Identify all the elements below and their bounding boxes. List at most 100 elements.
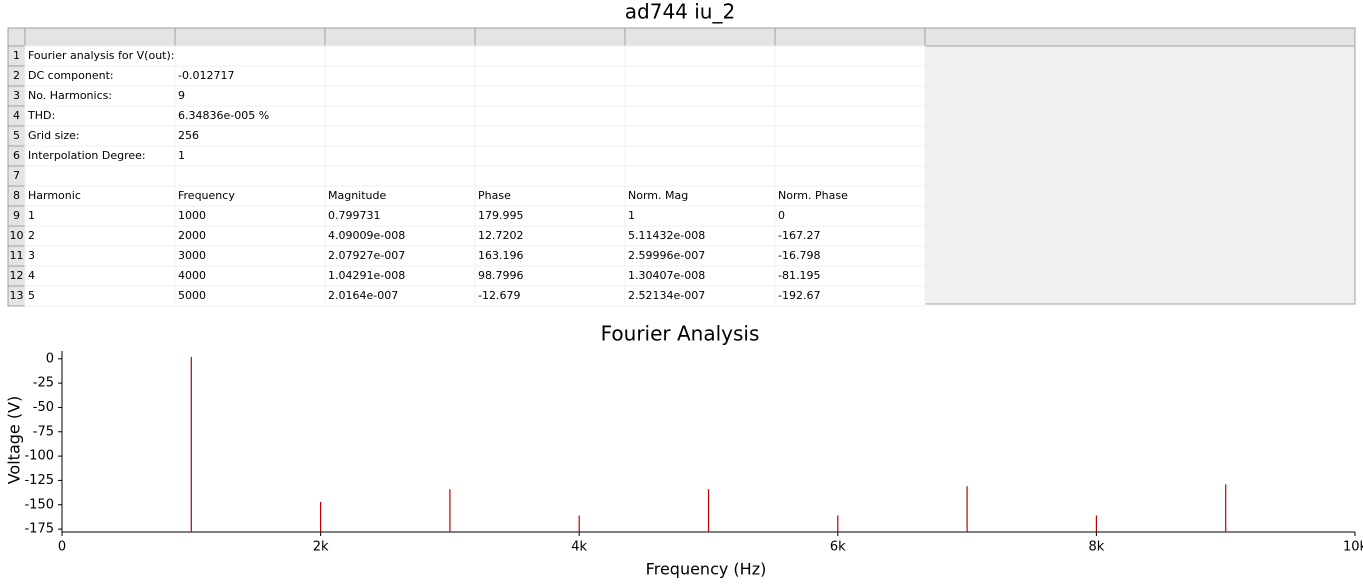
- x-tick-label: 0: [58, 540, 66, 555]
- x-axis-label: Frequency (Hz): [646, 560, 767, 579]
- cell: [774, 125, 926, 147]
- cell: [324, 125, 476, 147]
- cell: [324, 105, 476, 127]
- column-header: [24, 27, 176, 47]
- cell: [774, 45, 926, 67]
- row-number: 4: [13, 109, 20, 122]
- cell-text: 4.09009e-008: [328, 229, 405, 242]
- y-tick-label: -150: [24, 497, 54, 512]
- cell-text: 0: [778, 209, 785, 222]
- spreadsheet: 1 Fourier analysis for V(out): 2 DC compone…: [7, 27, 1356, 307]
- cell-text: 256: [178, 129, 199, 142]
- y-tick-label: 0: [46, 351, 54, 366]
- cell: [324, 145, 476, 167]
- cell-text: 0.799731: [328, 209, 381, 222]
- cell-text: 6.34836e-005 %: [178, 109, 269, 122]
- cell: [474, 165, 626, 187]
- cell-text: 1.30407e-008: [628, 269, 705, 282]
- cell-text: 1.04291e-008: [328, 269, 405, 282]
- cell: [174, 145, 326, 167]
- cell-text: 98.7996: [478, 269, 524, 282]
- cell: [24, 245, 176, 267]
- cell: [174, 165, 326, 187]
- cell: [474, 45, 626, 67]
- cell-text: 2.07927e-007: [328, 249, 405, 262]
- cell-text: Grid size:: [28, 129, 80, 142]
- y-tick-label: -100: [24, 449, 54, 464]
- cell-text: 179.995: [478, 209, 524, 222]
- y-tick-label: -125: [24, 473, 54, 488]
- cell: [774, 65, 926, 87]
- cell: [774, 105, 926, 127]
- cell-text: Frequency: [178, 189, 235, 202]
- cell: [624, 205, 776, 227]
- cell-text: No. Harmonics:: [28, 89, 112, 102]
- cell-text: 12.7202: [478, 229, 524, 242]
- row-number: 12: [10, 269, 24, 282]
- cell-text: 2.52134e-007: [628, 289, 705, 302]
- y-tick-label: -175: [24, 522, 54, 537]
- cell-text: 4000: [178, 269, 206, 282]
- cell-text: 163.196: [478, 249, 524, 262]
- cell-text: -16.798: [778, 249, 820, 262]
- cell-text: 2: [28, 229, 35, 242]
- cell: [24, 285, 176, 307]
- cell: [624, 105, 776, 127]
- cell: [324, 85, 476, 107]
- cell-text: 2.0164e-007: [328, 289, 398, 302]
- cell: [24, 265, 176, 287]
- cell: [474, 65, 626, 87]
- cell-text: -167.27: [778, 229, 820, 242]
- cell: [774, 165, 926, 187]
- column-header: [924, 27, 1356, 47]
- cell: [174, 85, 326, 107]
- cell-text: Interpolation Degree:: [28, 149, 146, 162]
- row-number: 2: [13, 69, 20, 82]
- cell-text: DC component:: [28, 69, 114, 82]
- cell: [24, 225, 176, 247]
- cell-text: Norm. Mag: [628, 189, 688, 202]
- column-header: [624, 27, 776, 47]
- plot: 0 -25 -50 -75 -100 -125 -150 -175 0 2k 4k 6k 8k 10k: [24, 351, 1363, 555]
- cell-text: 1: [28, 209, 35, 222]
- cell: [774, 285, 926, 307]
- cell-text: 2.59996e-007: [628, 249, 705, 262]
- cell-text: 5: [28, 289, 35, 302]
- cell-text: -192.67: [778, 289, 820, 302]
- cell-text: -0.012717: [178, 69, 234, 82]
- cell: [624, 165, 776, 187]
- row-number: 6: [13, 149, 20, 162]
- cell: [624, 65, 776, 87]
- row-number: 10: [10, 229, 24, 242]
- cell-text: 5.11432e-008: [628, 229, 705, 242]
- cell: [624, 145, 776, 167]
- column-header: [174, 27, 326, 47]
- x-tick-label: 2k: [313, 540, 329, 555]
- cell: [624, 125, 776, 147]
- cell: [774, 145, 926, 167]
- cell-text: Fourier analysis for V(out):: [28, 49, 175, 62]
- cell-text: 9: [178, 89, 185, 102]
- row-number: 5: [13, 129, 20, 142]
- row-number: 9: [13, 209, 20, 222]
- cell-text: 1: [178, 149, 185, 162]
- x-tick-label: 4k: [571, 540, 587, 555]
- y-tick-label: -50: [33, 400, 54, 415]
- cell: [324, 45, 476, 67]
- cell: [474, 85, 626, 107]
- cell: [474, 145, 626, 167]
- row-number: 1: [13, 49, 20, 62]
- y-tick-label: -25: [33, 376, 54, 391]
- cell-text: 1000: [178, 209, 206, 222]
- cell: [624, 45, 776, 67]
- cell: [474, 105, 626, 127]
- cell-text: 5000: [178, 289, 206, 302]
- column-header: [774, 27, 926, 47]
- column-header: [474, 27, 626, 47]
- cell-text: 4: [28, 269, 35, 282]
- row-number: 13: [10, 289, 24, 302]
- cell-text: 1: [628, 209, 635, 222]
- y-axis-label: Voltage (V): [5, 396, 24, 485]
- cell-text: Norm. Phase: [778, 189, 848, 202]
